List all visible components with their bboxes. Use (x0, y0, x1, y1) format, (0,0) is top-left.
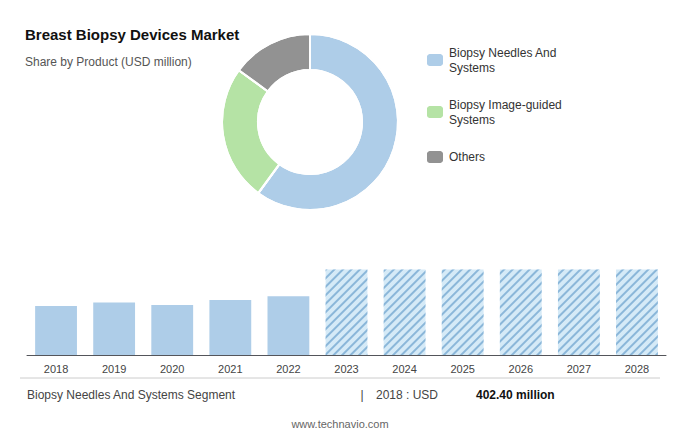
svg-text:402.40 million: 402.40 million (476, 388, 555, 402)
svg-text:2023: 2023 (334, 363, 358, 375)
svg-text:2022: 2022 (276, 363, 300, 375)
svg-text:Others: Others (449, 150, 485, 164)
svg-text:2028: 2028 (625, 363, 649, 375)
svg-text:Biopsy Needles And Systems Seg: Biopsy Needles And Systems Segment (27, 388, 236, 402)
svg-text:2018 : USD: 2018 : USD (376, 388, 441, 402)
svg-text:2024: 2024 (392, 363, 416, 375)
svg-text:Share by Product (USD million): Share by Product (USD million) (25, 55, 192, 69)
svg-text:2019: 2019 (102, 363, 126, 375)
svg-text:Breast Biopsy Devices Market: Breast Biopsy Devices Market (25, 26, 239, 43)
svg-text:Biopsy Needles And: Biopsy Needles And (449, 46, 556, 60)
svg-text:Biopsy Image-guided: Biopsy Image-guided (449, 98, 562, 112)
svg-text:Systems: Systems (449, 61, 495, 75)
svg-text:2025: 2025 (450, 363, 474, 375)
svg-text:2018: 2018 (44, 363, 68, 375)
svg-text:2021: 2021 (218, 363, 242, 375)
svg-text:2020: 2020 (160, 363, 184, 375)
svg-text:Systems: Systems (449, 113, 495, 127)
svg-text:2027: 2027 (567, 363, 591, 375)
svg-text:2026: 2026 (509, 363, 533, 375)
svg-text:www.technavio.com: www.technavio.com (290, 418, 388, 430)
svg-text:|: | (360, 388, 363, 402)
